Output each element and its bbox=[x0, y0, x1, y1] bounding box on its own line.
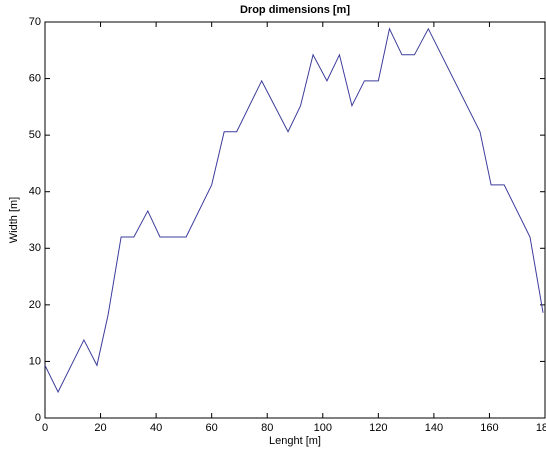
x-tick-label: 0 bbox=[42, 422, 48, 434]
y-tick-label: 60 bbox=[29, 72, 41, 84]
x-tick-label: 40 bbox=[150, 422, 162, 434]
x-tick-label: 60 bbox=[206, 422, 218, 434]
y-tick-label: 40 bbox=[29, 186, 41, 198]
y-tick-label: 50 bbox=[29, 129, 41, 141]
y-tick-label: 70 bbox=[29, 16, 41, 28]
x-tick-label: 100 bbox=[314, 422, 332, 434]
y-tick-label: 20 bbox=[29, 299, 41, 311]
x-tick-label: 180 bbox=[536, 422, 546, 434]
y-tick-label: 10 bbox=[29, 355, 41, 367]
x-tick-label: 160 bbox=[480, 422, 498, 434]
y-tick-label: 30 bbox=[29, 242, 41, 254]
y-tick-label: 0 bbox=[35, 412, 41, 424]
x-tick-label: 140 bbox=[425, 422, 443, 434]
x-tick-label: 20 bbox=[94, 422, 106, 434]
data-line bbox=[44, 27, 544, 394]
x-tick-label: 120 bbox=[369, 422, 387, 434]
plot-area bbox=[44, 21, 546, 419]
y-axis-label: Width [m] bbox=[8, 197, 20, 243]
chart-title: Drop dimensions [m] bbox=[240, 4, 350, 16]
x-tick-label: 80 bbox=[261, 422, 273, 434]
x-axis-label: Lenght [m] bbox=[269, 435, 321, 447]
